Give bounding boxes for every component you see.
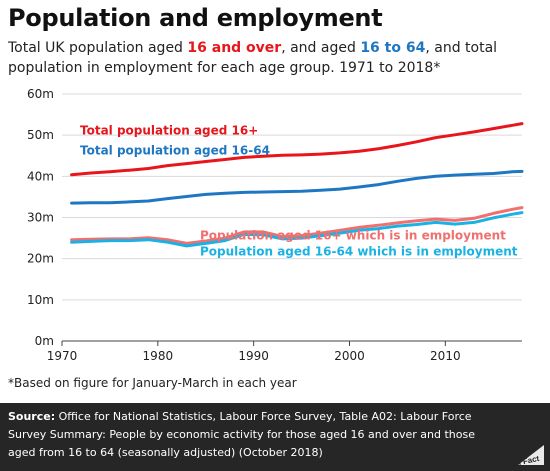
y-tick-label: 0m (35, 334, 54, 348)
chart-title: Population and employment (8, 4, 383, 32)
source-panel: Source: Office for National Statistics, … (0, 403, 550, 471)
series-line-3 (70, 206, 524, 245)
full-fact-logo: Full Fact (506, 445, 544, 467)
x-tick-label: 2010 (430, 349, 461, 363)
series-line-4 (70, 211, 524, 248)
footnote: *Based on figure for January-March in ea… (8, 376, 297, 390)
subtitle-text-2: , and aged (281, 40, 361, 56)
y-tick-label: 40m (27, 169, 54, 183)
series-label-1: Total population aged 16+ (80, 123, 258, 137)
x-tick-label: 1970 (47, 349, 78, 363)
y-tick-label: 10m (27, 293, 54, 307)
x-tick-label: 2000 (334, 349, 365, 363)
y-tick-label: 50m (27, 128, 54, 142)
chart-subtitle: Total UK population aged 16 and over, an… (8, 38, 543, 78)
subtitle-highlight-16-to-64: 16 to 64 (360, 40, 426, 56)
logo-text: Full Fact (506, 454, 540, 467)
line-chart: 0m 10m 20m 30m 40m 50m 60m 1970 1980 1990 2000 2010… (27, 87, 524, 363)
subtitle-highlight-16-and-over: 16 and over (187, 40, 282, 56)
series-label-2: Total population aged 16-64 (80, 144, 270, 158)
subtitle-text-1: Total UK population aged (8, 40, 188, 56)
y-tick-label: 20m (27, 252, 54, 266)
series-label-3: Population aged 16+ which is in employme… (200, 229, 506, 243)
source-body: Office for National Statistics, Labour F… (8, 410, 475, 459)
y-tick-label: 30m (27, 211, 54, 225)
series-label-4: Population aged 16-64 which is in employ… (200, 244, 518, 258)
x-tick-label: 1980 (143, 349, 174, 363)
y-tick-label: 60m (27, 87, 54, 101)
x-tick-label: 1990 (238, 349, 269, 363)
source-text: Source: Office for National Statistics, … (8, 408, 478, 462)
series-line-1 (70, 122, 524, 177)
source-label: Source: (8, 410, 56, 423)
series-line-2 (70, 169, 524, 205)
subtitle-text-3: , and total population in employment for… (8, 40, 498, 76)
